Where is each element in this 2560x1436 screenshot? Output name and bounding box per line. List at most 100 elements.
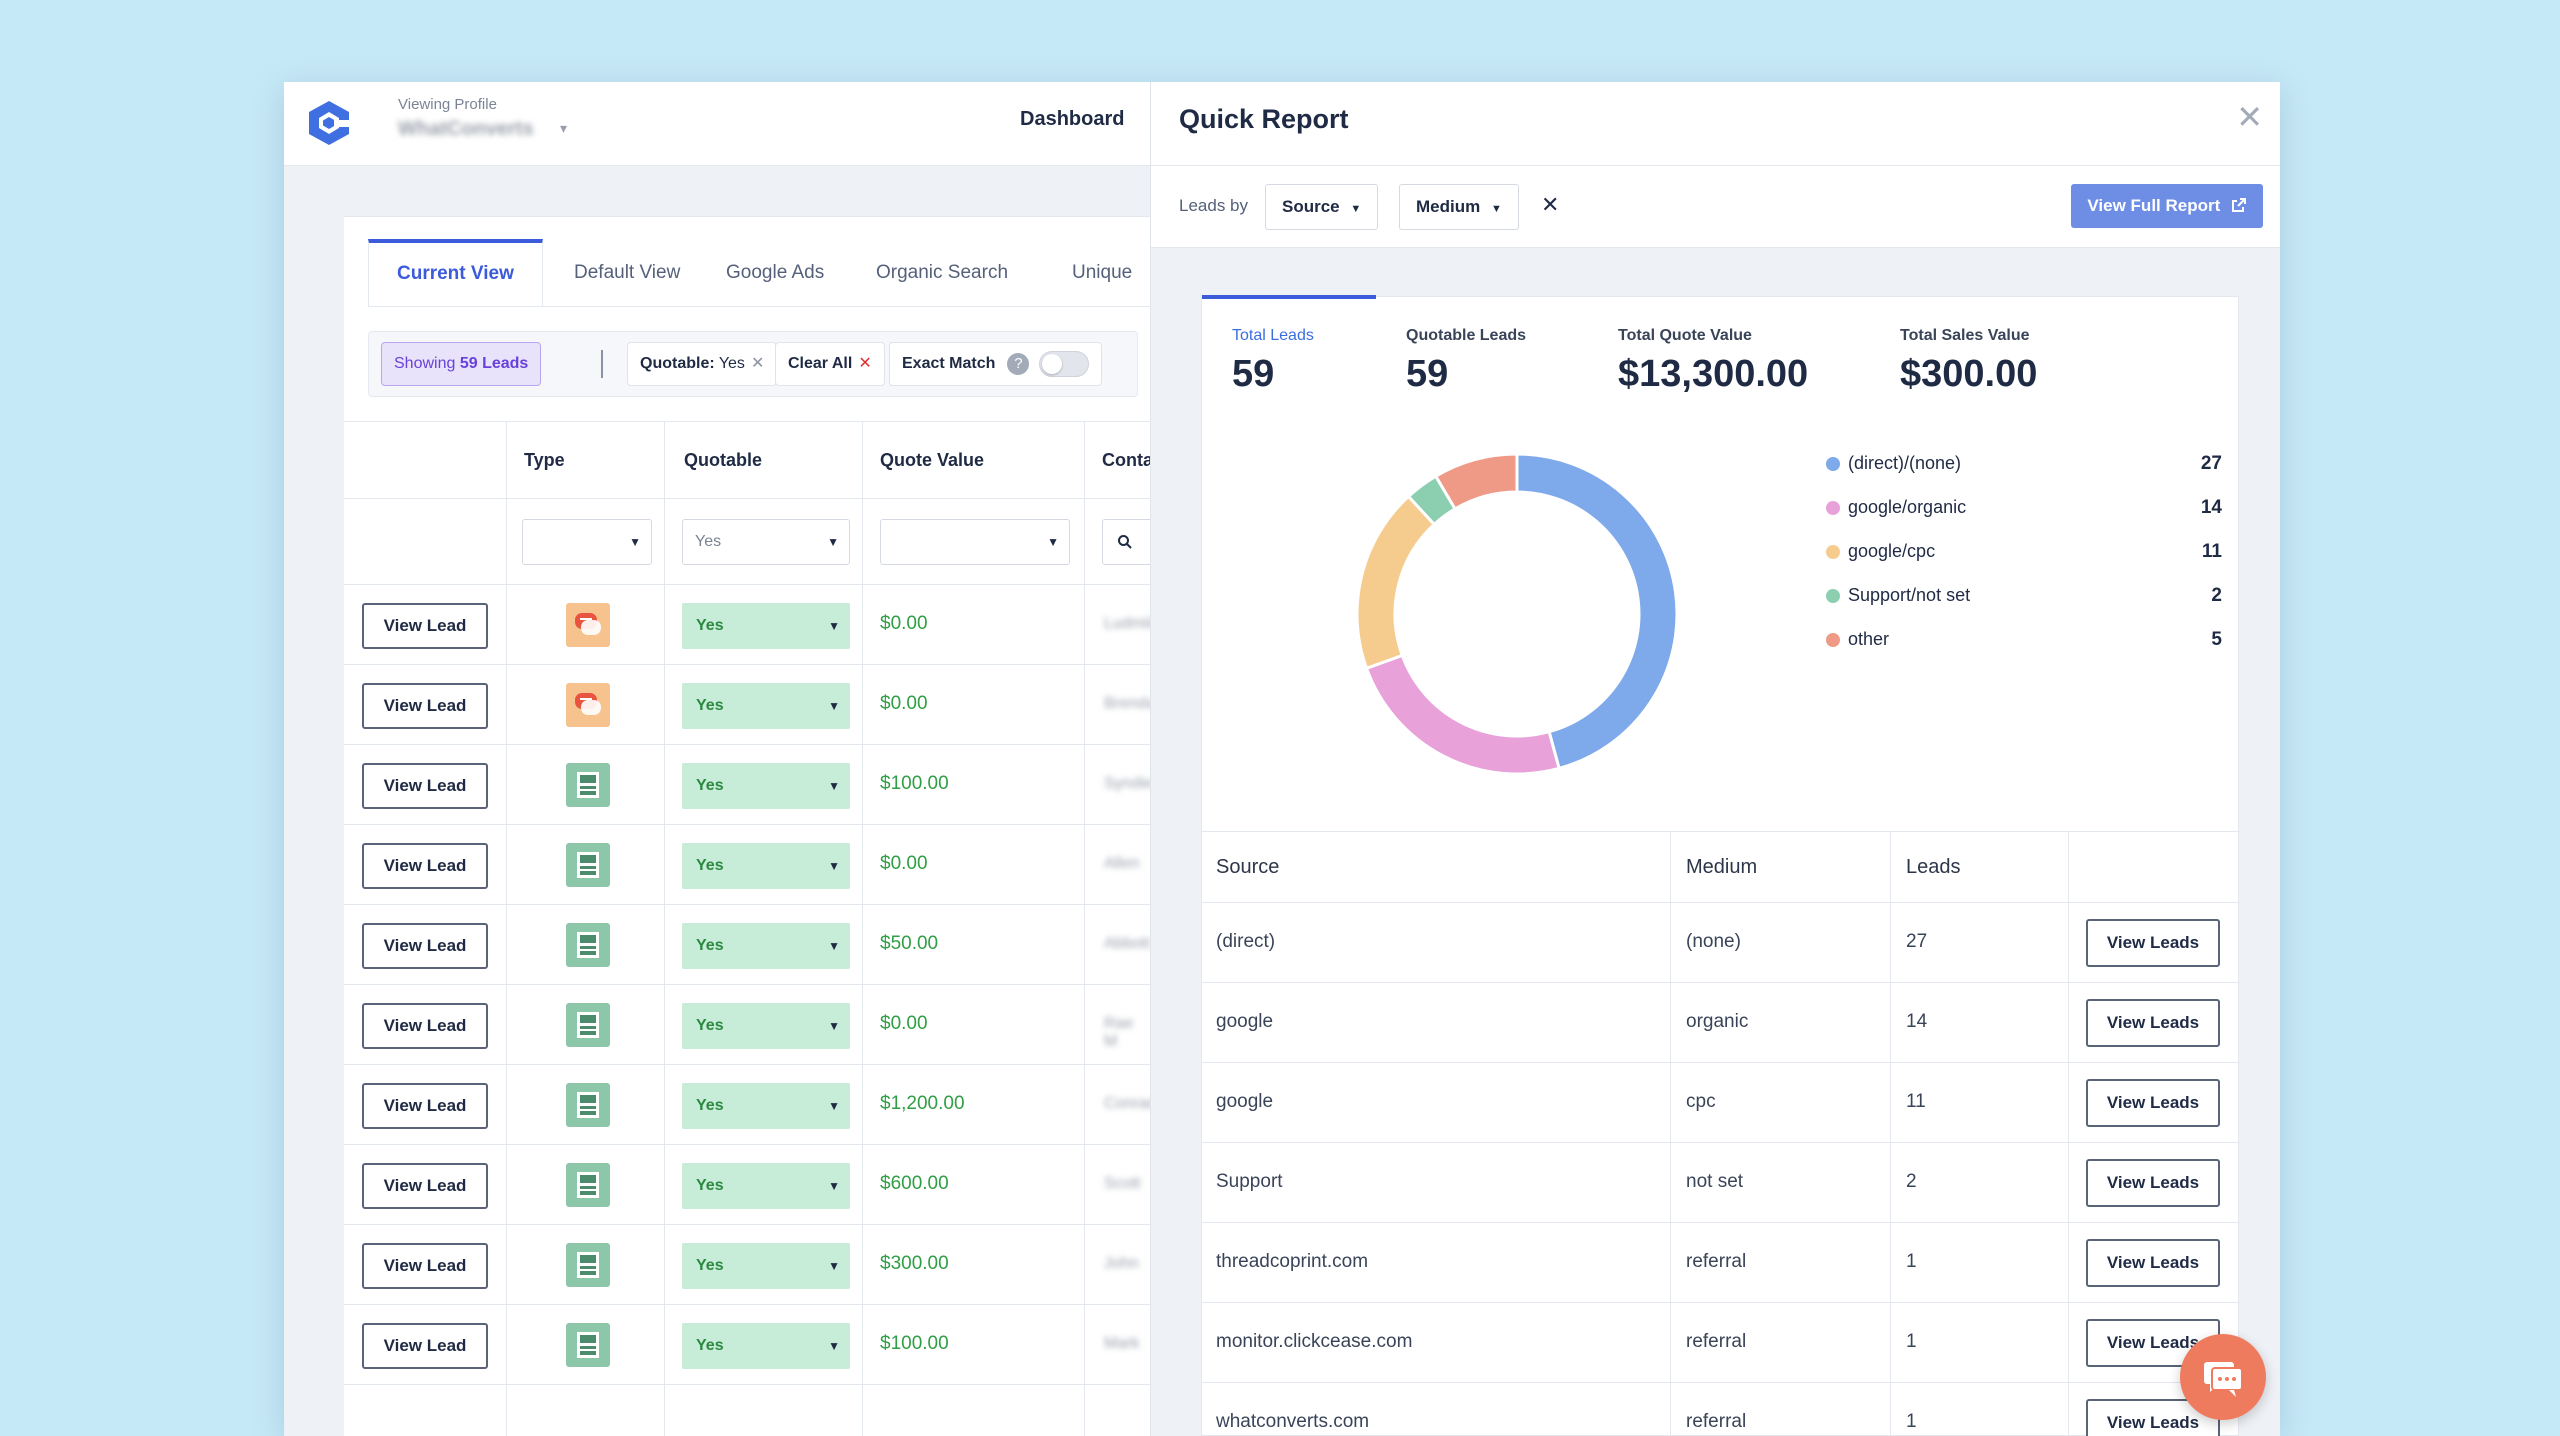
view-leads-button[interactable]: View Leads <box>2086 919 2220 967</box>
form-lead-icon <box>566 1163 610 1207</box>
column-header-type[interactable]: Type <box>524 450 565 470</box>
view-lead-button[interactable]: View Lead <box>362 843 488 889</box>
quotable-select[interactable]: Yes ▼ <box>682 1243 850 1289</box>
contact-name: Abbott <box>1104 935 1151 952</box>
quick-report-title: Quick Report <box>1179 104 1349 134</box>
type-filter-select[interactable]: ▼ <box>522 519 652 565</box>
quotable-select[interactable]: Yes ▼ <box>682 1003 850 1049</box>
divider <box>601 350 603 378</box>
view-lead-button[interactable]: View Lead <box>362 603 488 649</box>
leads-by-label: Leads by <box>1179 196 1248 215</box>
view-lead-button[interactable]: View Lead <box>362 1323 488 1369</box>
exact-match-control: Exact Match? <box>889 342 1103 386</box>
quotable-select[interactable]: Yes ▼ <box>682 683 850 729</box>
quotable-select[interactable]: Yes ▼ <box>682 1323 850 1369</box>
active-stat-indicator <box>1202 295 1376 299</box>
view-leads-button[interactable]: View Leads <box>2086 1159 2220 1207</box>
form-lead-icon <box>566 763 610 807</box>
quotable-select[interactable]: Yes ▼ <box>682 603 850 649</box>
tab-organic-search[interactable]: Organic Search <box>876 262 1009 283</box>
view-lead-button[interactable]: View Lead <box>362 683 488 729</box>
medium-dropdown[interactable]: Medium ▼ <box>1399 184 1519 230</box>
stat-label: Total Leads <box>1232 327 1314 344</box>
caret-down-icon: ▼ <box>1350 203 1362 215</box>
tab-default-view[interactable]: Default View <box>574 262 681 283</box>
legend-value: 11 <box>2201 541 2222 562</box>
legend-item[interactable]: google/organic 14 <box>1822 493 2222 523</box>
nav-dashboard[interactable]: Dashboard <box>1020 108 1125 130</box>
quotable-value: Yes <box>696 1337 724 1354</box>
quotable-select[interactable]: Yes ▼ <box>682 843 850 889</box>
view-lead-button[interactable]: View Lead <box>362 1003 488 1049</box>
stat-total-leads[interactable]: Total Leads 59 <box>1202 295 1376 417</box>
view-lead-button[interactable]: View Lead <box>362 763 488 809</box>
view-lead-button[interactable]: View Lead <box>362 1083 488 1129</box>
legend-label: google/cpc <box>1848 541 1936 561</box>
view-lead-button[interactable]: View Lead <box>362 1163 488 1209</box>
whatconverts-logo[interactable] <box>304 98 354 148</box>
quote-value-filter-select[interactable]: ▼ <box>880 519 1070 565</box>
clear-grouping-icon[interactable]: ✕ <box>1541 192 1560 217</box>
chevron-down-icon[interactable]: ▾ <box>560 120 568 136</box>
view-full-report-label: View Full Report <box>2087 196 2221 215</box>
view-leads-button[interactable]: View Leads <box>2086 1239 2220 1287</box>
donut-slice-google-cpc[interactable] <box>1355 494 1437 671</box>
report-controls: Leads by Source ▼ Medium ▼ ✕ View Full R… <box>1151 166 2280 248</box>
quotable-select[interactable]: Yes ▼ <box>682 923 850 969</box>
chat-widget-button[interactable] <box>2180 1334 2266 1420</box>
tab-unique[interactable]: Unique <box>1072 262 1133 283</box>
source-dropdown[interactable]: Source ▼ <box>1265 184 1379 230</box>
tab-google-ads[interactable]: Google Ads <box>726 262 825 283</box>
exact-match-toggle[interactable] <box>1039 350 1090 377</box>
donut-slice-google-organic[interactable] <box>1364 653 1561 776</box>
table-row: View Lead Yes ▼ $0.00 Allen <box>344 825 1150 905</box>
quotable-filter-chip[interactable]: Quotable: Yes ✕ <box>627 342 778 386</box>
remove-filter-icon[interactable]: ✕ <box>750 355 765 372</box>
help-icon[interactable]: ? <box>1007 352 1030 375</box>
column-header-quotable[interactable]: Quotable <box>684 450 763 470</box>
close-icon[interactable]: ✕ <box>2236 99 2263 135</box>
quotable-select[interactable]: Yes ▼ <box>682 1083 850 1129</box>
table-row: View Lead Yes ▼ $0.00 Ludmila <box>344 585 1160 665</box>
column-header-quote-value[interactable]: Quote Value <box>880 450 985 470</box>
legend-label: other <box>1848 629 1890 649</box>
form-lead-icon <box>566 1003 610 1047</box>
donut-slice-direct-none[interactable] <box>1515 452 1679 771</box>
form-lead-icon <box>566 1083 610 1127</box>
contact-name: John <box>1104 1255 1139 1272</box>
quotable-select[interactable]: Yes ▼ <box>682 1163 850 1209</box>
view-full-report-button[interactable]: View Full Report <box>2071 184 2263 228</box>
tab-current-view[interactable]: Current View <box>368 239 543 306</box>
view-lead-button[interactable]: View Lead <box>362 923 488 969</box>
quotable-filter-select[interactable]: Yes ▼ <box>682 519 850 565</box>
legend-swatch <box>1826 501 1840 515</box>
view-leads-button[interactable]: View Leads <box>2086 999 2220 1047</box>
quotable-value: Yes <box>696 1257 724 1274</box>
legend-value: 27 <box>2200 453 2222 474</box>
legend-item[interactable]: (direct)/(none) 27 <box>1822 449 2222 479</box>
showing-prefix: Showing <box>394 355 460 372</box>
column-header-leads[interactable]: Leads <box>1906 856 1961 878</box>
chat-lead-icon <box>566 603 610 647</box>
column-header-contact[interactable]: Conta <box>1102 450 1153 470</box>
table-row: monitor.clickcease.com referral 1 View Lead… <box>1202 1303 2240 1383</box>
caret-down-icon: ▼ <box>629 535 641 549</box>
column-header-medium[interactable]: Medium <box>1686 856 1758 878</box>
profile-name[interactable]: WhatConverts <box>398 118 534 140</box>
view-leads-button[interactable]: View Leads <box>2086 1079 2220 1127</box>
column-header-source[interactable]: Source <box>1216 856 1280 878</box>
quotable-select[interactable]: Yes ▼ <box>682 763 850 809</box>
donut-slice-other[interactable] <box>1433 452 1519 511</box>
clear-all-button[interactable]: Clear All ✕ <box>775 342 885 386</box>
caret-down-icon: ▼ <box>827 535 839 549</box>
viewing-profile-label: Viewing Profile <box>398 96 497 113</box>
legend-item[interactable]: Support/not set 2 <box>1822 581 2222 611</box>
caret-down-icon: ▼ <box>828 1339 840 1353</box>
stat-label: Total Quote Value <box>1618 327 1752 344</box>
legend-item[interactable]: google/cpc 11 <box>1822 537 2222 567</box>
table-row: threadcoprint.com referral 1 View Leads <box>1202 1223 2240 1303</box>
caret-down-icon: ▼ <box>828 1099 840 1113</box>
legend-item[interactable]: other 5 <box>1822 625 2222 655</box>
view-lead-button[interactable]: View Lead <box>362 1243 488 1289</box>
report-card: Total Leads 59 Quotable Leads 59 Total Q… <box>1201 295 2240 1436</box>
